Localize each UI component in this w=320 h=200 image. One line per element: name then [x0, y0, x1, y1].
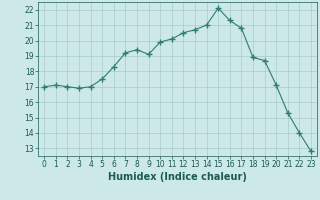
X-axis label: Humidex (Indice chaleur): Humidex (Indice chaleur) — [108, 172, 247, 182]
